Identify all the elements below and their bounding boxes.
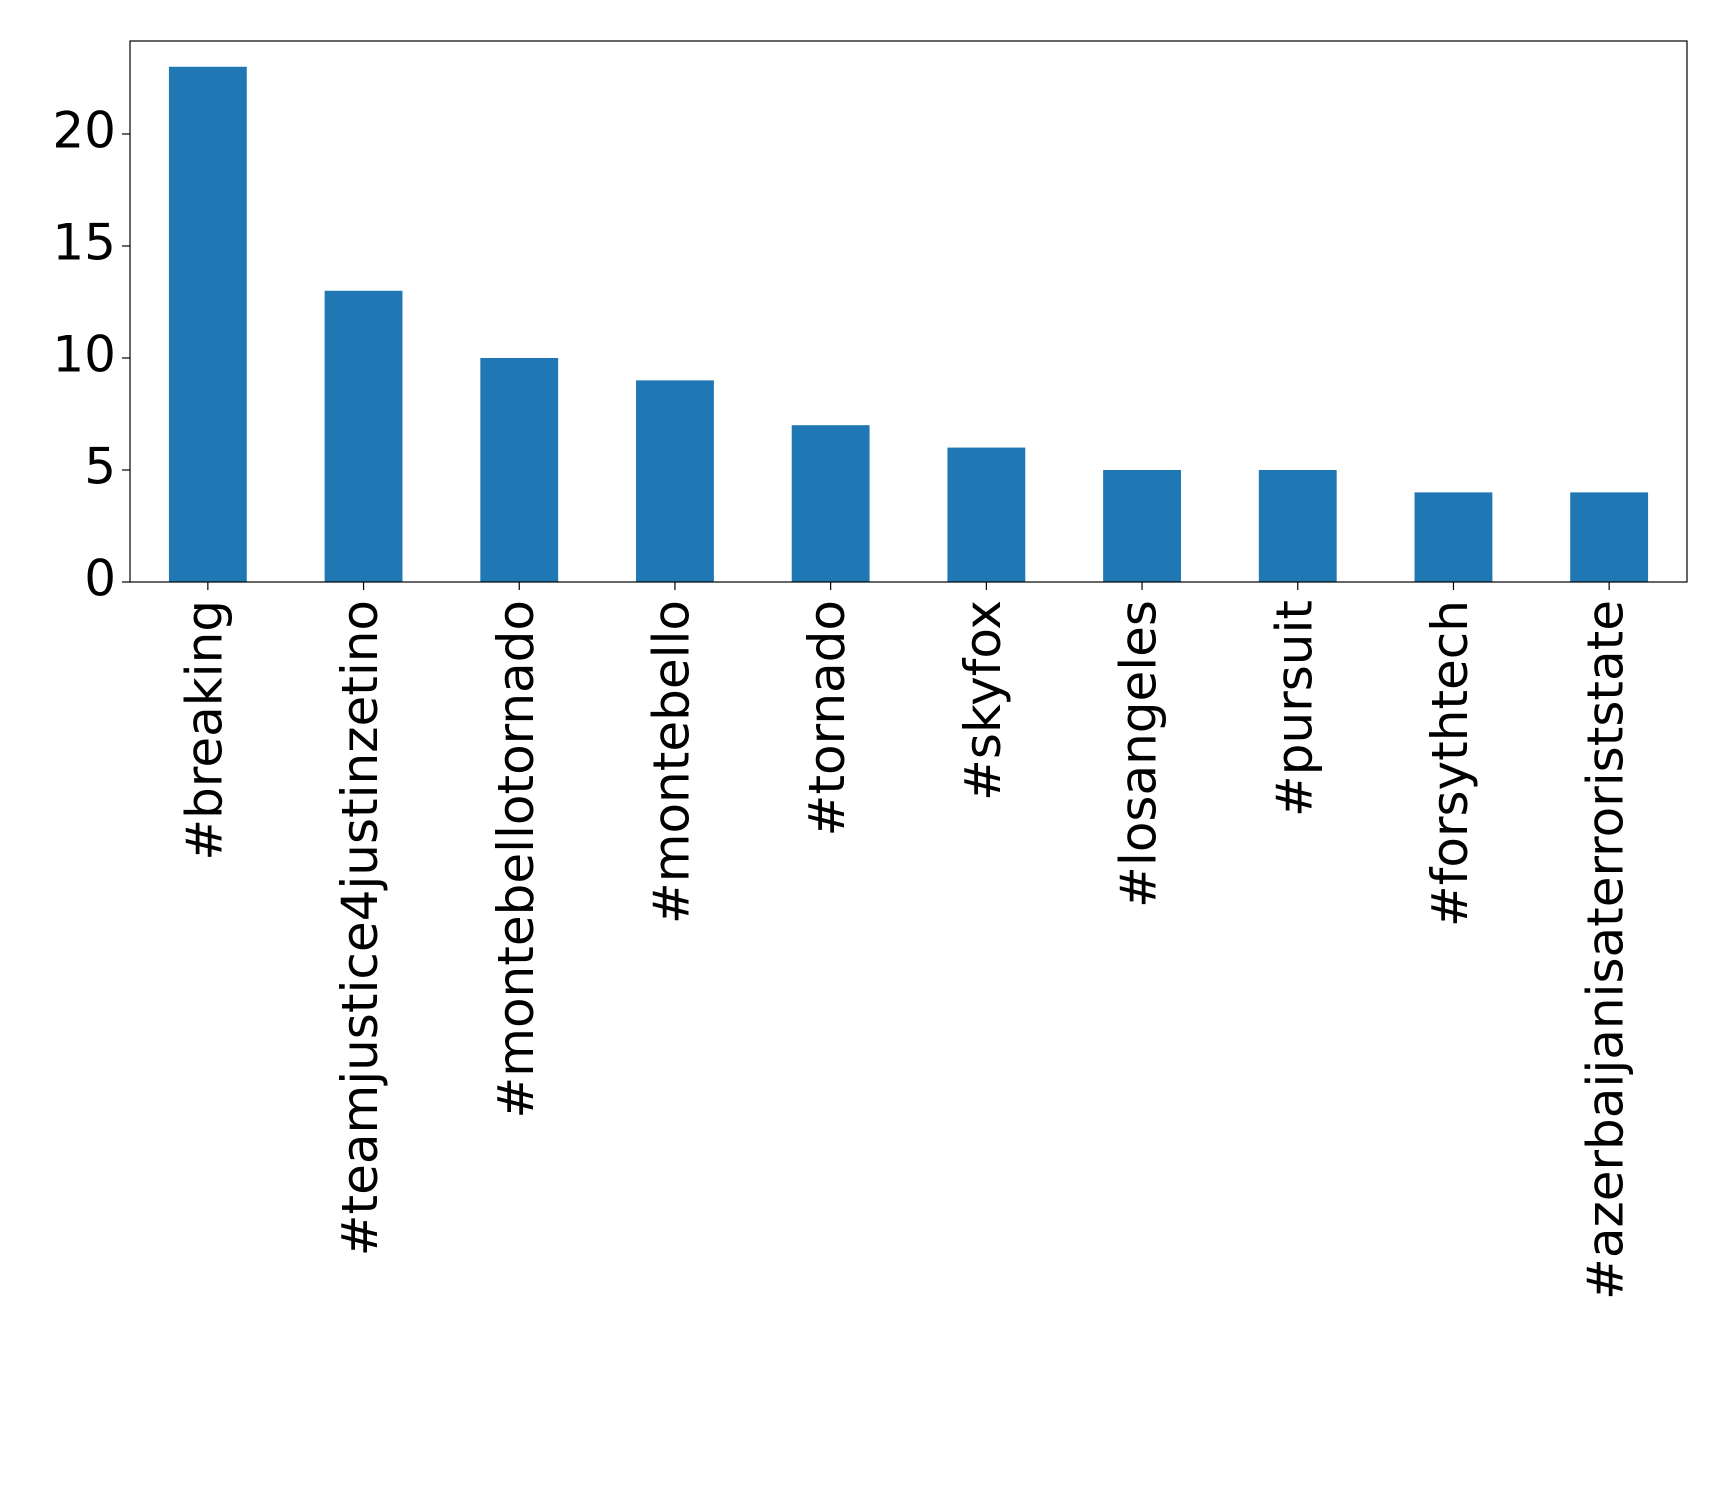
bar: [480, 357, 559, 582]
bar: [1258, 469, 1337, 582]
x-tick-label: #montebello: [642, 600, 700, 924]
x-tick-label: #skyfox: [954, 600, 1012, 801]
x-tick-label: #teamjustice4justinzetino: [331, 600, 389, 1256]
x-tick-label: #losangeles: [1110, 600, 1168, 908]
x-tick-label: #forsythtech: [1421, 600, 1479, 927]
bar: [1570, 492, 1649, 582]
x-tick-label: #breaking: [175, 600, 233, 861]
y-tick-label: 20: [52, 101, 116, 159]
x-tick-label: #azerbaijanisaterroriststate: [1577, 600, 1635, 1300]
bar: [168, 66, 247, 582]
plot-frame: [129, 40, 1688, 583]
bar: [791, 425, 870, 582]
bar: [947, 447, 1026, 582]
y-tick-label: 5: [84, 437, 116, 495]
x-tick-label: #montebellotornado: [487, 600, 545, 1119]
y-tick-label: 0: [84, 550, 116, 608]
bar: [1103, 469, 1181, 582]
y-tick-label: 15: [52, 213, 116, 271]
y-tick-label: 10: [52, 325, 116, 383]
bar: [636, 380, 714, 582]
x-tick-label: #tornado: [798, 600, 856, 836]
x-tick-label: #pursuit: [1265, 600, 1323, 817]
bar: [324, 290, 403, 582]
bar: [1414, 492, 1493, 582]
